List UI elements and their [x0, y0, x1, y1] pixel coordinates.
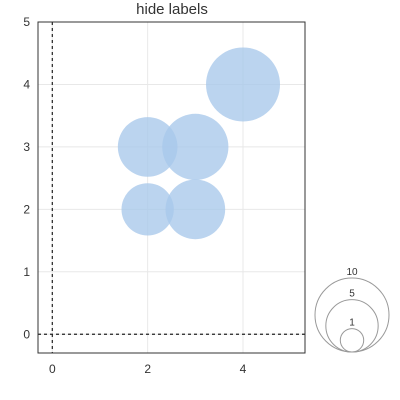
y-axis-ticks: 0 1 2 3 4 5 — [23, 15, 30, 341]
y-tick-label: 5 — [23, 15, 30, 29]
x-axis-ticks: 0 2 4 — [49, 362, 247, 376]
plot-frame — [37, 21, 306, 354]
bubble-point[interactable] — [121, 183, 174, 236]
x-tick-label: 2 — [144, 362, 151, 376]
y-tick-label: 1 — [23, 265, 30, 279]
size-legend-label: 1 — [349, 318, 355, 329]
bubble-point[interactable] — [162, 113, 229, 180]
y-tick-label: 4 — [23, 77, 30, 91]
size-legend-label: 10 — [346, 267, 358, 278]
size-legend: 10 5 1 — [314, 267, 390, 353]
zero-lines — [38, 22, 305, 353]
y-tick-label: 3 — [23, 140, 30, 154]
y-tick-label: 2 — [23, 202, 30, 216]
chart-title: hide labels — [136, 1, 208, 18]
x-tick-label: 4 — [240, 362, 247, 376]
y-tick-label: 0 — [23, 327, 30, 341]
bubble-point[interactable] — [165, 179, 226, 240]
bubbles — [117, 47, 281, 240]
size-legend-label: 5 — [349, 289, 355, 300]
bubble-point[interactable] — [117, 117, 178, 177]
bubble-point[interactable] — [206, 47, 281, 122]
size-legend-circle — [339, 328, 365, 353]
x-tick-label: 0 — [49, 362, 56, 376]
